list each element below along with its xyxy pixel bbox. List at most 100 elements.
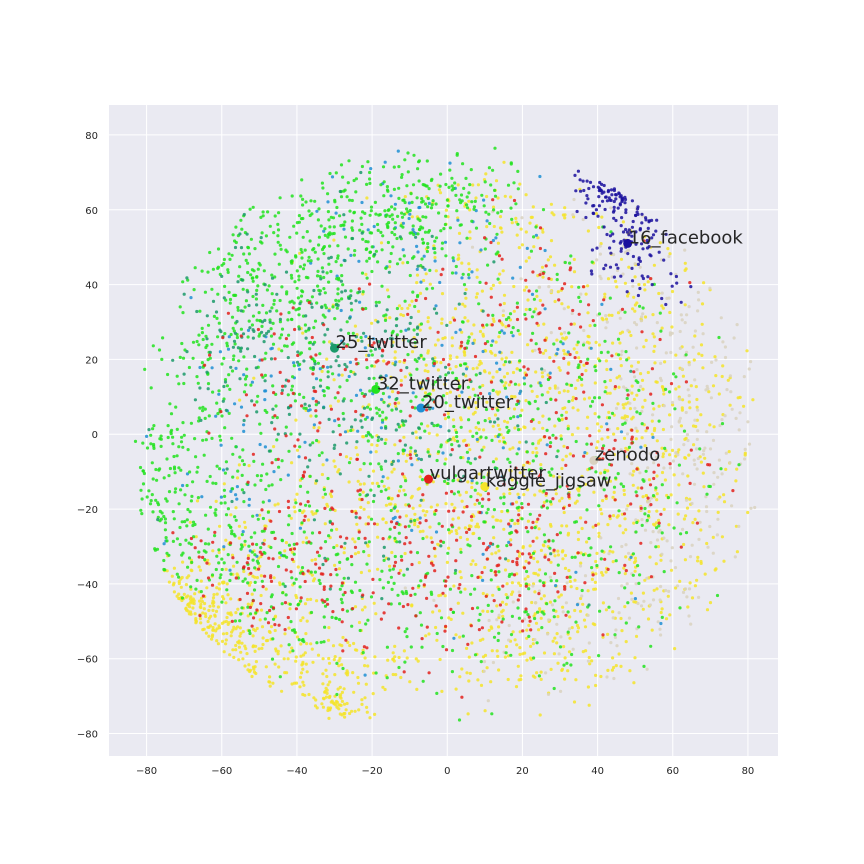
scatter-point	[316, 257, 320, 261]
scatter-point	[687, 614, 691, 618]
scatter-point	[414, 657, 418, 661]
scatter-point	[227, 290, 231, 294]
scatter-point	[668, 252, 672, 256]
scatter-point	[321, 463, 325, 467]
scatter-point	[686, 438, 690, 443]
scatter-point	[599, 242, 603, 246]
scatter-point	[393, 655, 397, 659]
scatter-point	[474, 196, 478, 200]
scatter-point	[569, 383, 574, 387]
scatter-point	[383, 441, 387, 445]
scatter-point	[574, 678, 578, 682]
scatter-point	[214, 567, 218, 572]
scatter-point	[588, 662, 592, 666]
scatter-point	[599, 471, 603, 475]
scatter-point	[178, 542, 182, 547]
scatter-point	[585, 340, 590, 344]
scatter-point	[340, 373, 344, 377]
scatter-point	[396, 391, 400, 395]
scatter-point	[470, 518, 474, 522]
scatter-point	[507, 406, 511, 410]
scatter-point	[504, 325, 508, 329]
scatter-point	[494, 573, 498, 577]
scatter-point	[390, 408, 394, 412]
scatter-point	[488, 221, 492, 226]
scatter-point	[330, 522, 335, 526]
scatter-point	[552, 615, 556, 619]
scatter-point	[541, 504, 546, 508]
scatter-point	[584, 361, 589, 365]
scatter-point	[393, 525, 397, 530]
scatter-point	[511, 326, 515, 330]
scatter-point	[511, 630, 515, 634]
scatter-point	[594, 673, 598, 678]
scatter-point	[603, 557, 607, 561]
scatter-point	[319, 378, 323, 382]
scatter-point	[508, 524, 512, 528]
scatter-point	[258, 442, 262, 447]
scatter-point	[203, 407, 207, 411]
scatter-point	[427, 671, 431, 675]
scatter-point	[493, 188, 497, 192]
scatter-point	[561, 458, 565, 462]
scatter-point	[428, 525, 432, 529]
scatter-point	[536, 573, 540, 577]
scatter-point	[633, 656, 637, 660]
scatter-point	[294, 681, 299, 685]
scatter-point	[387, 486, 391, 490]
scatter-point	[678, 606, 682, 610]
scatter-point	[221, 399, 225, 403]
scatter-point	[520, 216, 524, 220]
scatter-point	[353, 580, 358, 584]
scatter-point	[482, 369, 487, 373]
scatter-point	[166, 435, 170, 440]
scatter-point	[275, 416, 279, 420]
scatter-point	[583, 625, 588, 629]
scatter-point	[353, 552, 358, 556]
scatter-point	[335, 692, 339, 697]
scatter-point	[284, 541, 288, 545]
scatter-point	[215, 316, 219, 320]
scatter-point	[455, 538, 459, 542]
scatter-point	[333, 655, 337, 659]
scatter-point	[611, 616, 615, 620]
scatter-point	[163, 528, 167, 532]
scatter-point	[494, 551, 498, 555]
scatter-point	[572, 257, 576, 262]
scatter-point	[487, 618, 491, 623]
scatter-point	[582, 397, 587, 401]
scatter-point	[459, 550, 463, 554]
scatter-point	[432, 598, 436, 603]
scatter-point	[229, 513, 233, 517]
scatter-point	[225, 341, 229, 345]
scatter-point	[499, 496, 503, 500]
scatter-point	[651, 435, 655, 439]
scatter-point	[219, 438, 223, 442]
scatter-point	[262, 334, 266, 338]
scatter-point	[295, 635, 300, 639]
scatter-point	[587, 396, 592, 400]
scatter-point	[329, 365, 333, 369]
scatter-point	[684, 353, 688, 357]
scatter-point	[323, 333, 327, 337]
scatter-point	[229, 597, 233, 601]
scatter-point	[695, 437, 699, 441]
scatter-point	[510, 217, 514, 221]
scatter-point	[578, 564, 583, 568]
scatter-point	[539, 384, 543, 388]
scatter-point	[497, 390, 502, 394]
scatter-point	[238, 398, 242, 402]
scatter-point	[468, 236, 472, 240]
scatter-point	[354, 335, 358, 339]
scatter-point	[587, 303, 591, 307]
scatter-point	[316, 429, 320, 433]
scatter-point	[335, 205, 339, 210]
scatter-point	[318, 274, 322, 279]
scatter-point	[462, 474, 466, 478]
scatter-point	[369, 349, 373, 353]
scatter-point	[683, 261, 687, 265]
scatter-point	[382, 359, 386, 363]
scatter-point	[313, 557, 317, 562]
scatter-point	[660, 607, 664, 611]
scatter-point	[454, 568, 458, 573]
